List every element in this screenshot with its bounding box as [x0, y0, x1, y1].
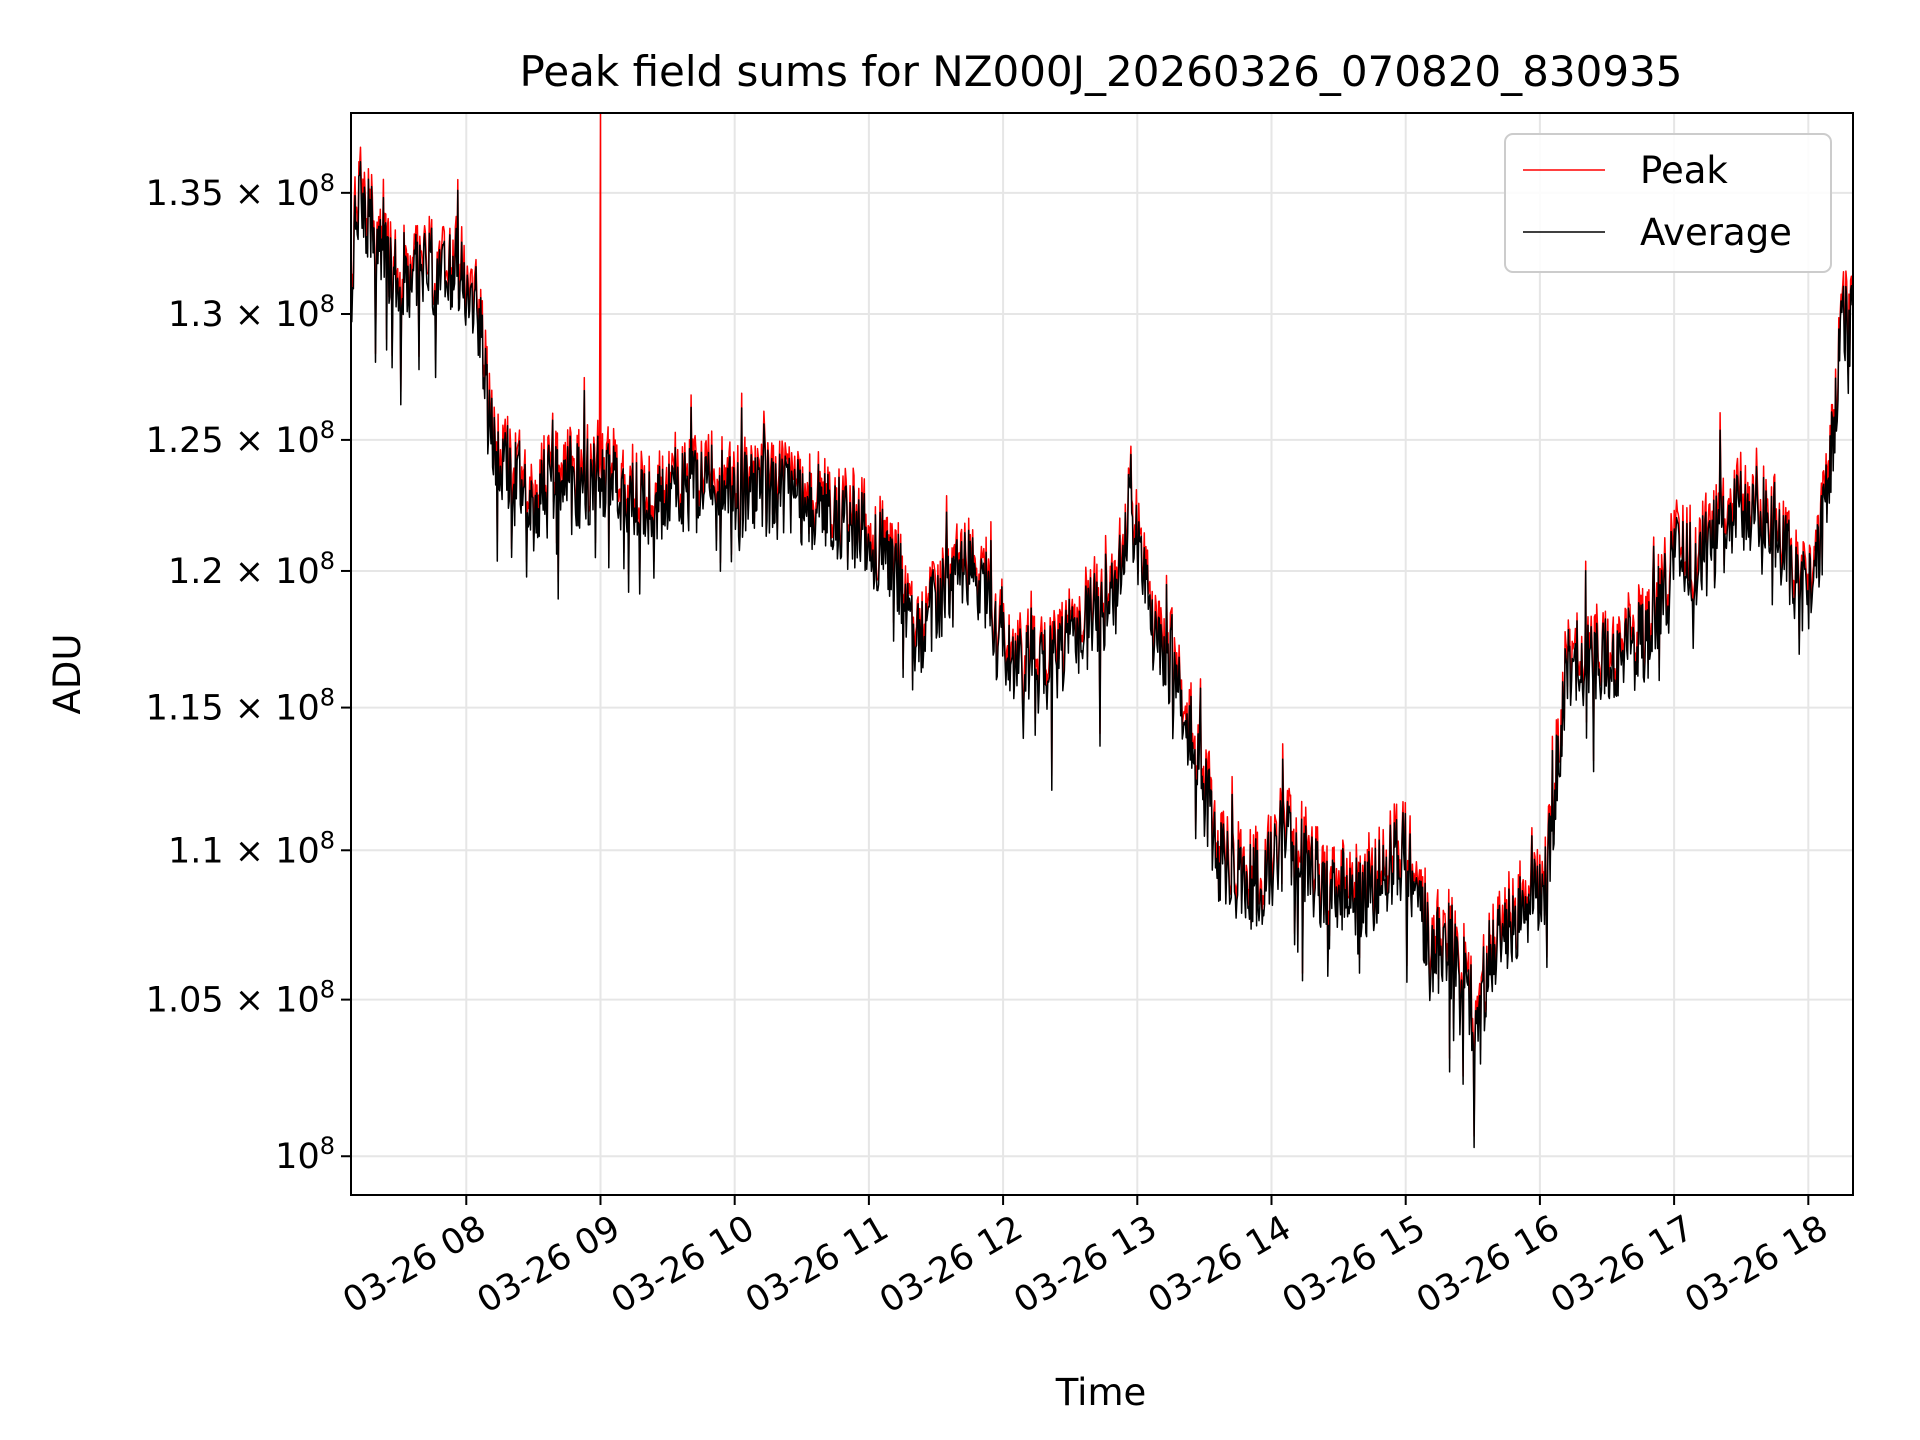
y-tick-label: 1.25 × 108 [146, 416, 335, 461]
legend-label-average: Average [1640, 211, 1792, 254]
x-axis-label: Time [1055, 1371, 1147, 1414]
legend-box [1504, 133, 1832, 273]
plot-area [350, 112, 1854, 1149]
chart-title: Peak field sums for NZ000J_20260326_0708… [520, 47, 1683, 96]
y-tick-label: 1.1 × 108 [168, 826, 335, 871]
y-tick-label: 1.2 × 108 [168, 547, 335, 592]
y-axis: 108 1.05 × 108 1.1 × 108 1.15 × 108 1.2 × 10… [146, 169, 351, 1177]
y-tick-label: 108 [275, 1132, 335, 1177]
series-line-average [350, 161, 1854, 1149]
y-tick-label: 1.35 × 108 [146, 169, 335, 214]
y-tick-label: 1.3 × 108 [168, 290, 335, 335]
legend: Peak Average [1504, 133, 1832, 273]
y-tick-label: 1.15 × 108 [146, 684, 335, 729]
legend-label-peak: Peak [1640, 149, 1728, 192]
y-tick-label: 1.05 × 108 [146, 976, 335, 1021]
axes-frame [350, 112, 1854, 1196]
y-axis-label: ADU [46, 634, 89, 715]
